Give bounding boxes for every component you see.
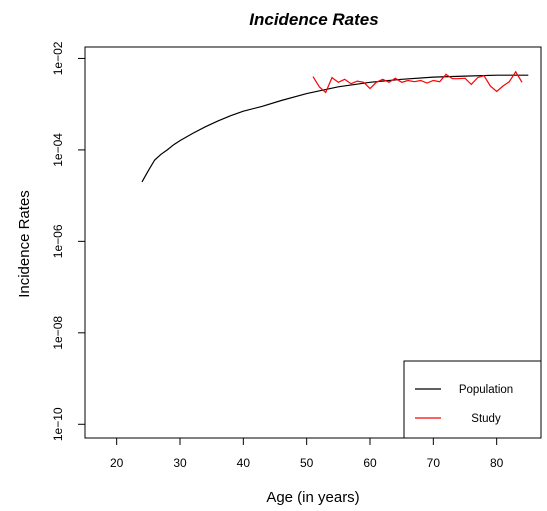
x-axis-label: Age (in years) (266, 489, 359, 506)
y-tick-label: 1e−06 (51, 224, 65, 258)
x-tick-label: 40 (237, 456, 251, 470)
y-tick-label: 1e−04 (51, 133, 65, 167)
legend-box (403, 360, 542, 439)
y-axis: 1e−10 1e−08 1e−06 1e−04 1e−02 (51, 41, 85, 441)
x-tick-label: 20 (110, 456, 124, 470)
x-axis: 20 30 40 50 60 70 80 (110, 438, 504, 470)
series-line-study (312, 70, 523, 94)
x-tick-label: 60 (363, 456, 377, 470)
y-tick-label: 1e−02 (51, 41, 65, 75)
y-tick-label: 1e−08 (51, 316, 65, 350)
x-tick-label: 70 (427, 456, 441, 470)
x-tick-label: 80 (490, 456, 504, 470)
series-layer (141, 70, 529, 183)
series-line-population (141, 74, 529, 183)
chart-title: Incidence Rates (249, 10, 378, 29)
legend: Population Study (403, 360, 542, 439)
legend-label-population: Population (459, 384, 513, 396)
plot-frame (84, 46, 542, 439)
legend-label-study: Study (471, 413, 501, 425)
x-tick-label: 50 (300, 456, 314, 470)
y-axis-label: Incidence Rates (16, 190, 33, 298)
x-tick-label: 30 (173, 456, 187, 470)
y-tick-label: 1e−10 (51, 407, 65, 441)
